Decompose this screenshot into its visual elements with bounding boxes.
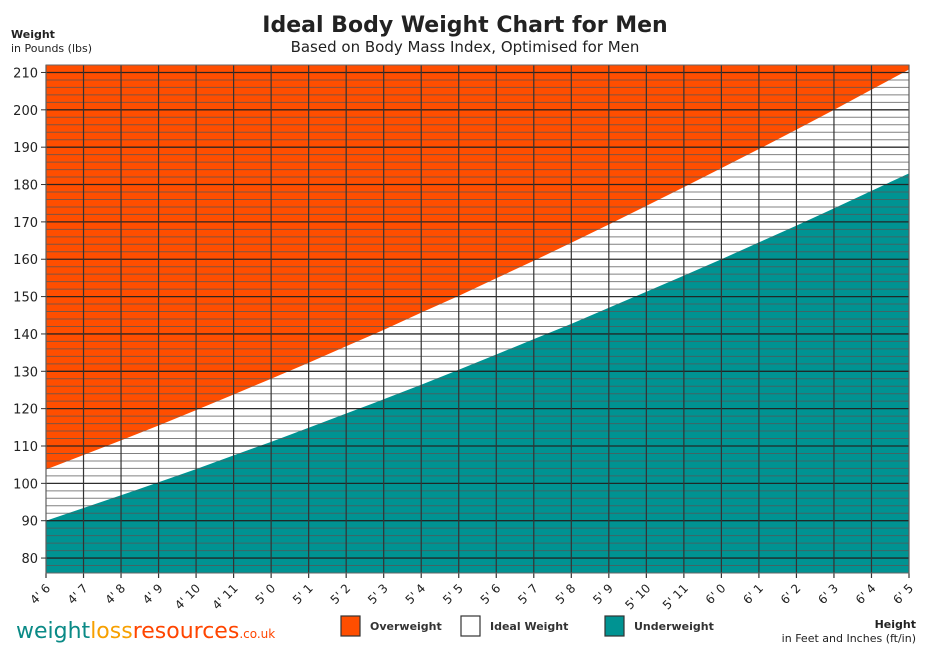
x-tick-label: 6' 4 xyxy=(853,581,879,607)
x-tick-label: 5' 5 xyxy=(440,581,466,607)
x-tick-label: 6' 1 xyxy=(740,581,766,607)
y-tick-label: 90 xyxy=(21,515,38,530)
y-tick-label: 140 xyxy=(13,328,38,343)
y-tick-label: 150 xyxy=(13,291,38,306)
y-tick-label: 130 xyxy=(13,365,38,380)
y-axis-subtitle: in Pounds (lbs) xyxy=(11,42,92,55)
x-tick-label: 5' 9 xyxy=(590,581,616,607)
x-axis-title: Height xyxy=(875,618,916,631)
underweight-region xyxy=(46,173,909,573)
x-tick-label: 5' 8 xyxy=(553,581,579,607)
y-tick-label: 120 xyxy=(13,403,38,418)
plot-border xyxy=(45,64,910,574)
x-tick-label: 6' 2 xyxy=(778,581,804,607)
logo-part: weight xyxy=(16,619,91,644)
x-tick-label: 5' 2 xyxy=(328,581,354,607)
legend-label: Overweight xyxy=(370,620,442,633)
y-tick-label: 190 xyxy=(13,141,38,156)
logo-part: loss xyxy=(90,619,133,644)
x-tick-label: 5' 1 xyxy=(290,581,316,607)
legend: Overweight Ideal Weight Underweight xyxy=(340,615,714,637)
y-tick-label: 170 xyxy=(13,216,38,231)
y-tick-label: 160 xyxy=(13,253,38,268)
x-tick-label: 6' 3 xyxy=(815,581,841,607)
x-tick-label: 5' 0 xyxy=(253,581,279,607)
y-tick-label: 110 xyxy=(13,440,38,455)
x-tick-label: 4' 11 xyxy=(210,581,241,612)
logo: weightlossresources.co.uk xyxy=(16,619,275,644)
x-tick-label: 4' 7 xyxy=(65,581,91,607)
legend-label: Ideal Weight xyxy=(490,620,568,633)
legend-swatch xyxy=(604,615,625,637)
y-axis-title: Weight xyxy=(11,28,55,41)
plot-area: 4' 6 4' 7 4' 8 4' 9 4' 10 4' 11 5' 0 5' 1 5' 2 5'… xyxy=(13,64,916,612)
x-tick-label: 4' 9 xyxy=(140,581,166,607)
logo-part: resources xyxy=(133,619,240,644)
x-tick-label: 5' 7 xyxy=(515,581,541,607)
y-tick-label: 100 xyxy=(13,477,38,492)
overweight-region xyxy=(46,65,909,470)
legend-swatch xyxy=(340,615,361,637)
x-tick-label: 5' 11 xyxy=(660,581,691,612)
legend-swatch xyxy=(460,615,481,637)
x-tick-label: 4' 10 xyxy=(172,581,203,612)
x-tick-label: 4' 8 xyxy=(102,581,128,607)
y-tick-label: 80 xyxy=(21,552,38,567)
y-tick-label: 210 xyxy=(13,66,38,81)
x-tick-label: 4' 6 xyxy=(27,581,53,607)
y-tick-label: 200 xyxy=(13,104,38,119)
x-tick-label: 5' 10 xyxy=(622,581,653,612)
chart-title: Ideal Body Weight Chart for Men xyxy=(262,13,667,38)
logo-part: .co.uk xyxy=(239,627,275,641)
x-tick-label: 6' 5 xyxy=(890,581,916,607)
x-axis-subtitle: in Feet and Inches (ft/in) xyxy=(782,632,916,645)
legend-label: Underweight xyxy=(634,620,714,633)
x-tick-label: 5' 3 xyxy=(365,581,391,607)
chart-subtitle: Based on Body Mass Index, Optimised for … xyxy=(291,38,640,56)
x-tick-label: 5' 6 xyxy=(478,581,504,607)
y-tick-label: 180 xyxy=(13,179,38,194)
x-tick-label: 5' 4 xyxy=(403,581,429,607)
x-tick-label: 6' 0 xyxy=(703,581,729,607)
